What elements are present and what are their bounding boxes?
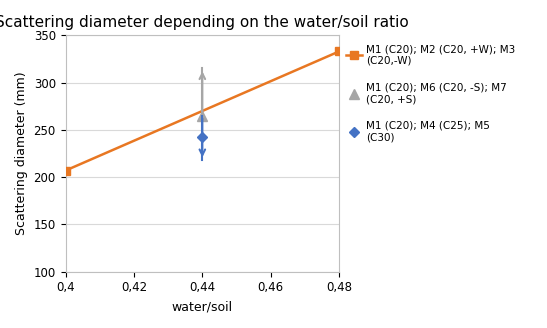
Title: Scattering diameter depending on the water/soil ratio: Scattering diameter depending on the wat…	[0, 15, 409, 30]
Y-axis label: Scattering diameter (mm): Scattering diameter (mm)	[15, 72, 28, 236]
Legend: M1 (C20); M2 (C20, +W); M3
(C20,-W), M1 (C20); M6 (C20, -S); M7
(C20, +S), M1 (C: M1 (C20); M2 (C20, +W); M3 (C20,-W), M1 …	[342, 40, 519, 147]
X-axis label: water/soil: water/soil	[172, 300, 233, 313]
